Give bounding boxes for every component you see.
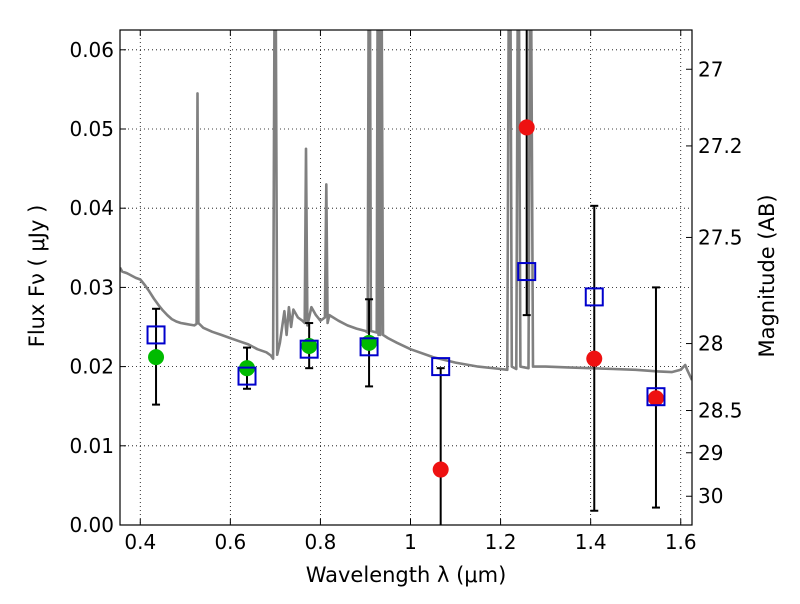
y-tick-label: 0.03 <box>69 275 114 299</box>
x-tick-label: 1.2 <box>485 530 517 554</box>
y2-tick-label: 28 <box>698 332 723 356</box>
y2-tick-label: 27.2 <box>698 134 743 158</box>
x-tick-label: 1.6 <box>665 530 697 554</box>
photometry-point <box>518 119 535 136</box>
model-band-square <box>359 337 379 357</box>
template-layer <box>120 30 692 381</box>
model-band-square <box>299 339 319 359</box>
model-band-square <box>584 287 604 307</box>
model-layer <box>146 262 666 407</box>
y2-axis-title: Magnitude (AB) <box>755 194 779 357</box>
plot-frame <box>119 29 693 526</box>
y-tick-label: 0.04 <box>69 196 114 220</box>
template-sed-line <box>120 30 692 381</box>
y-tick-label: 0.02 <box>69 355 114 379</box>
x-tick-label: 1.4 <box>575 530 607 554</box>
y-tick-label: 0.00 <box>69 513 114 537</box>
ticks-layer: 0.4 0.6 0.8 1 1.2 1.4 1.6 0.00 0.01 0.02 0.03 0.04 0… <box>69 30 697 554</box>
y2-tick-label: 30 <box>698 484 723 508</box>
x-tick-label: 0.4 <box>124 530 156 554</box>
y2-tick-label: 27 <box>698 57 723 81</box>
points-layer <box>148 119 664 478</box>
y-tick-label: 0.06 <box>69 38 114 62</box>
photometry-point <box>361 334 378 351</box>
grid-layer <box>120 30 692 525</box>
photometry-point <box>148 349 165 366</box>
model-band-square <box>646 387 666 407</box>
photometry-point <box>586 350 603 367</box>
model-band-square <box>517 262 537 282</box>
y2-ticks-layer: 27 27.2 27.5 28 28.5 29 30 <box>686 57 743 508</box>
y2-tick-label: 27.5 <box>698 225 743 249</box>
model-band-square <box>237 366 257 386</box>
y2-tick-label: 28.5 <box>698 399 743 423</box>
y-tick-label: 0.05 <box>69 117 114 141</box>
photometry-point <box>301 338 318 355</box>
x-tick-label: 0.8 <box>305 530 337 554</box>
x-tick-label: 0.6 <box>214 530 246 554</box>
error-layer <box>152 30 660 525</box>
x-axis-title: Wavelength λ (μm) <box>306 563 507 587</box>
model-band-square <box>431 357 451 377</box>
model-band-square <box>146 325 166 345</box>
y-axis-title: Flux Fν ( μJy ) <box>25 205 49 348</box>
photometry-point <box>432 461 449 478</box>
photometry-point <box>647 390 664 407</box>
y2-tick-label: 29 <box>698 441 723 465</box>
x-tick-label: 1 <box>404 530 417 554</box>
y-tick-label: 0.01 <box>69 434 114 458</box>
